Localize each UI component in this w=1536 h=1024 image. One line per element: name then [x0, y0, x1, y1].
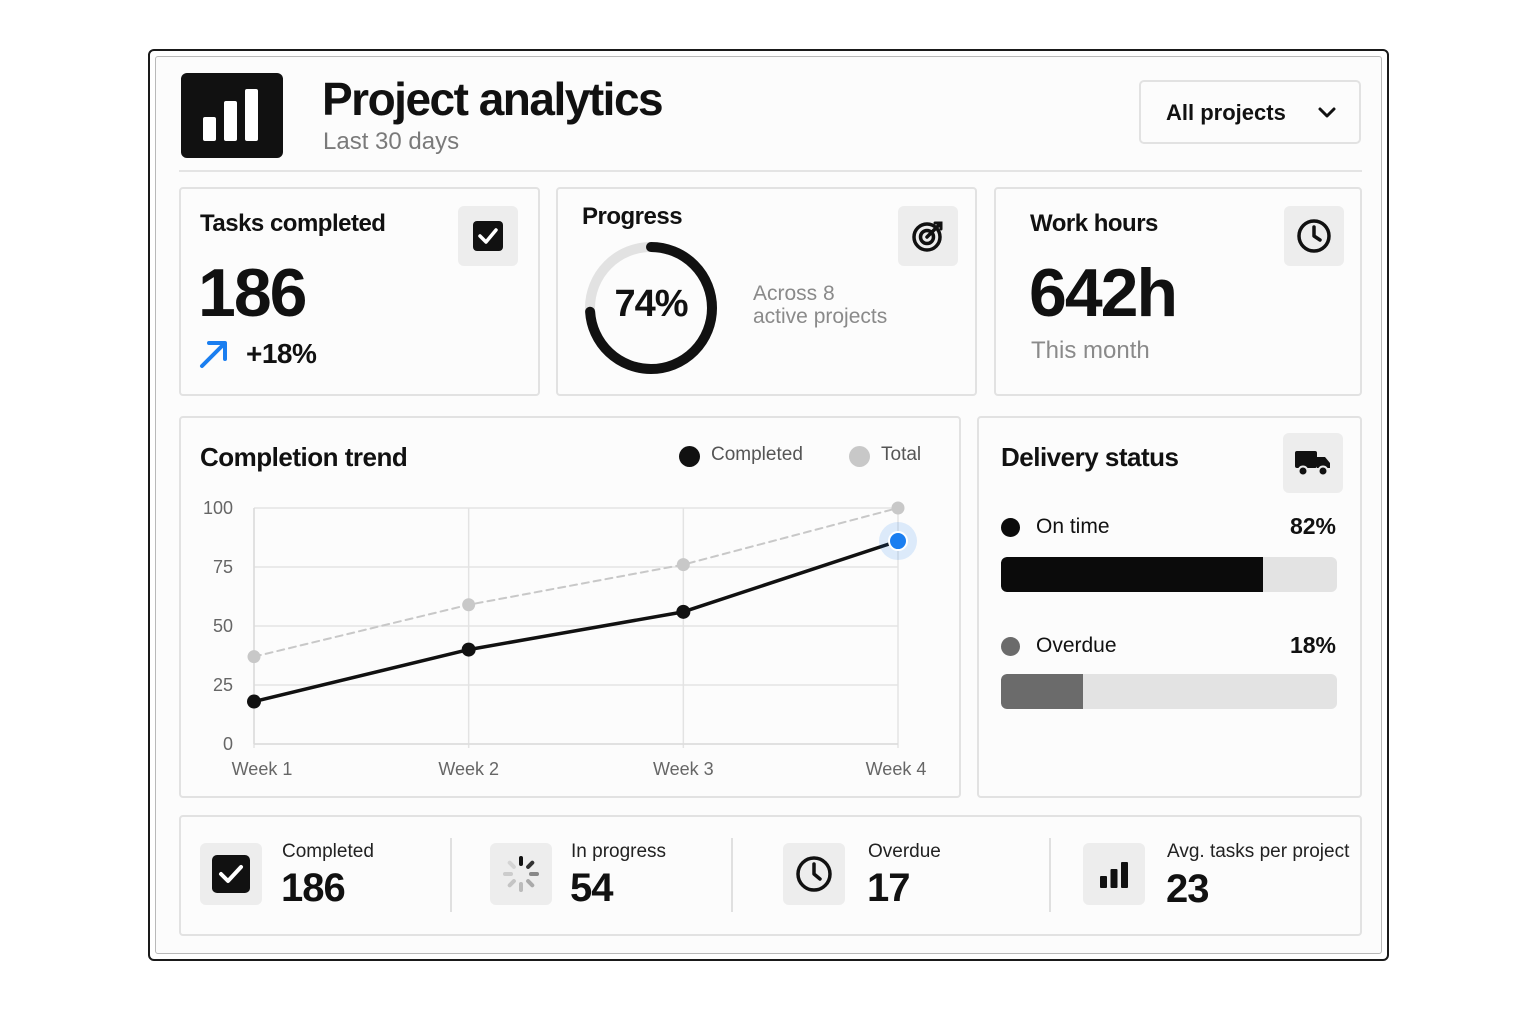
work-hours-title: Work hours	[1030, 210, 1158, 237]
data-point-total	[676, 558, 690, 572]
on-time-bar	[1001, 557, 1337, 592]
progress-ring-fill	[585, 242, 717, 374]
x-tick-label: Week 3	[653, 759, 714, 779]
progress-ring	[585, 242, 717, 374]
summary-completed-label: Completed	[282, 841, 374, 862]
progress-note-line1: Across 8	[753, 282, 835, 305]
work-hours-value: 642h	[1029, 255, 1178, 331]
work-hours-note: This month	[1031, 337, 1150, 364]
data-point-total	[247, 650, 261, 664]
progress-icon-box	[898, 206, 958, 266]
clock-icon	[796, 856, 832, 892]
x-tick-label: Week 4	[866, 759, 927, 779]
data-point-total	[462, 598, 476, 612]
chevron-down-icon	[1318, 107, 1336, 118]
progress-percent: 74%	[614, 283, 688, 325]
legend-total-dot	[849, 446, 870, 467]
summary-completed-icon-box	[200, 843, 262, 905]
data-point-completed	[888, 531, 908, 552]
legend-completed-dot	[679, 446, 700, 467]
legend-total-label: Total	[881, 444, 922, 465]
summary-divider	[450, 838, 452, 912]
checkbox-icon	[212, 855, 250, 893]
y-tick-label: 25	[213, 675, 233, 695]
on-time-bar-fill	[1001, 557, 1264, 592]
overdue-label: Overdue	[1036, 634, 1117, 657]
progress-title: Progress	[582, 203, 683, 230]
truck-icon	[1295, 451, 1330, 477]
summary-overdue-label: Overdue	[868, 841, 941, 862]
summary-card	[179, 815, 1362, 936]
target-icon	[912, 221, 943, 252]
y-tick-label: 75	[213, 557, 233, 577]
on-time-dot	[1001, 518, 1020, 537]
overdue-bar-fill	[1001, 674, 1084, 709]
hours-icon-box	[1284, 206, 1344, 266]
completion-trend-chart: 0 25 50 75 100 Week 1 Week 2 Week 3 Week 4	[203, 498, 927, 779]
tasks-completed-title: Tasks completed	[200, 210, 386, 237]
summary-overdue-value: 17	[867, 866, 910, 910]
checkbox-icon	[473, 221, 503, 251]
summary-avg-label: Avg. tasks per project	[1167, 841, 1350, 862]
x-tick-label: Week 1	[232, 759, 293, 779]
tasks-icon-box	[458, 206, 518, 266]
data-point-completed	[676, 604, 691, 619]
y-tick-label: 0	[223, 734, 233, 754]
delivery-status-title: Delivery status	[1001, 442, 1179, 472]
summary-overdue-icon-box	[783, 843, 845, 905]
x-tick-label: Week 2	[438, 759, 499, 779]
overdue-bar	[1001, 674, 1337, 709]
series-line-total	[253, 507, 899, 658]
on-time-percent: 82%	[1289, 513, 1336, 539]
project-filter-dropdown[interactable]: All projects	[1139, 80, 1361, 144]
y-tick-label: 50	[213, 616, 233, 636]
delivery-icon-box	[1283, 433, 1343, 493]
legend-completed-label: Completed	[711, 444, 803, 465]
progress-note-line2: active projects	[753, 305, 888, 328]
completion-trend-title: Completion trend	[200, 442, 408, 472]
bar-chart-icon	[181, 73, 283, 158]
y-tick-label: 100	[203, 498, 233, 518]
loading-icon	[503, 856, 539, 892]
series-line-completed	[252, 539, 900, 704]
summary-in-progress-icon-box	[490, 843, 552, 905]
page-subtitle: Last 30 days	[323, 128, 460, 155]
overdue-percent: 18%	[1289, 632, 1336, 658]
summary-avg-icon-box	[1083, 843, 1145, 905]
summary-in-progress-value: 54	[570, 866, 613, 910]
clock-icon	[1297, 219, 1331, 253]
summary-in-progress-label: In progress	[571, 841, 667, 862]
header-divider	[179, 170, 1362, 172]
summary-avg-value: 23	[1166, 867, 1209, 911]
summary-completed-value: 186	[281, 866, 346, 910]
data-point-completed	[247, 694, 261, 709]
on-time-label: On time	[1036, 515, 1110, 538]
completion-trend-card	[179, 416, 961, 798]
data-point-total	[891, 501, 905, 515]
overdue-dot	[1001, 637, 1020, 656]
data-point-completed	[461, 642, 476, 657]
tasks-change-value: +18%	[246, 338, 317, 369]
summary-divider	[1049, 838, 1051, 912]
tasks-completed-value: 186	[198, 255, 307, 331]
arrow-up-right-icon	[200, 341, 227, 368]
page-title: Project analytics	[322, 73, 664, 125]
bar-chart-icon	[1100, 862, 1128, 888]
project-filter-value: All projects	[1166, 100, 1286, 125]
summary-divider	[731, 838, 733, 912]
